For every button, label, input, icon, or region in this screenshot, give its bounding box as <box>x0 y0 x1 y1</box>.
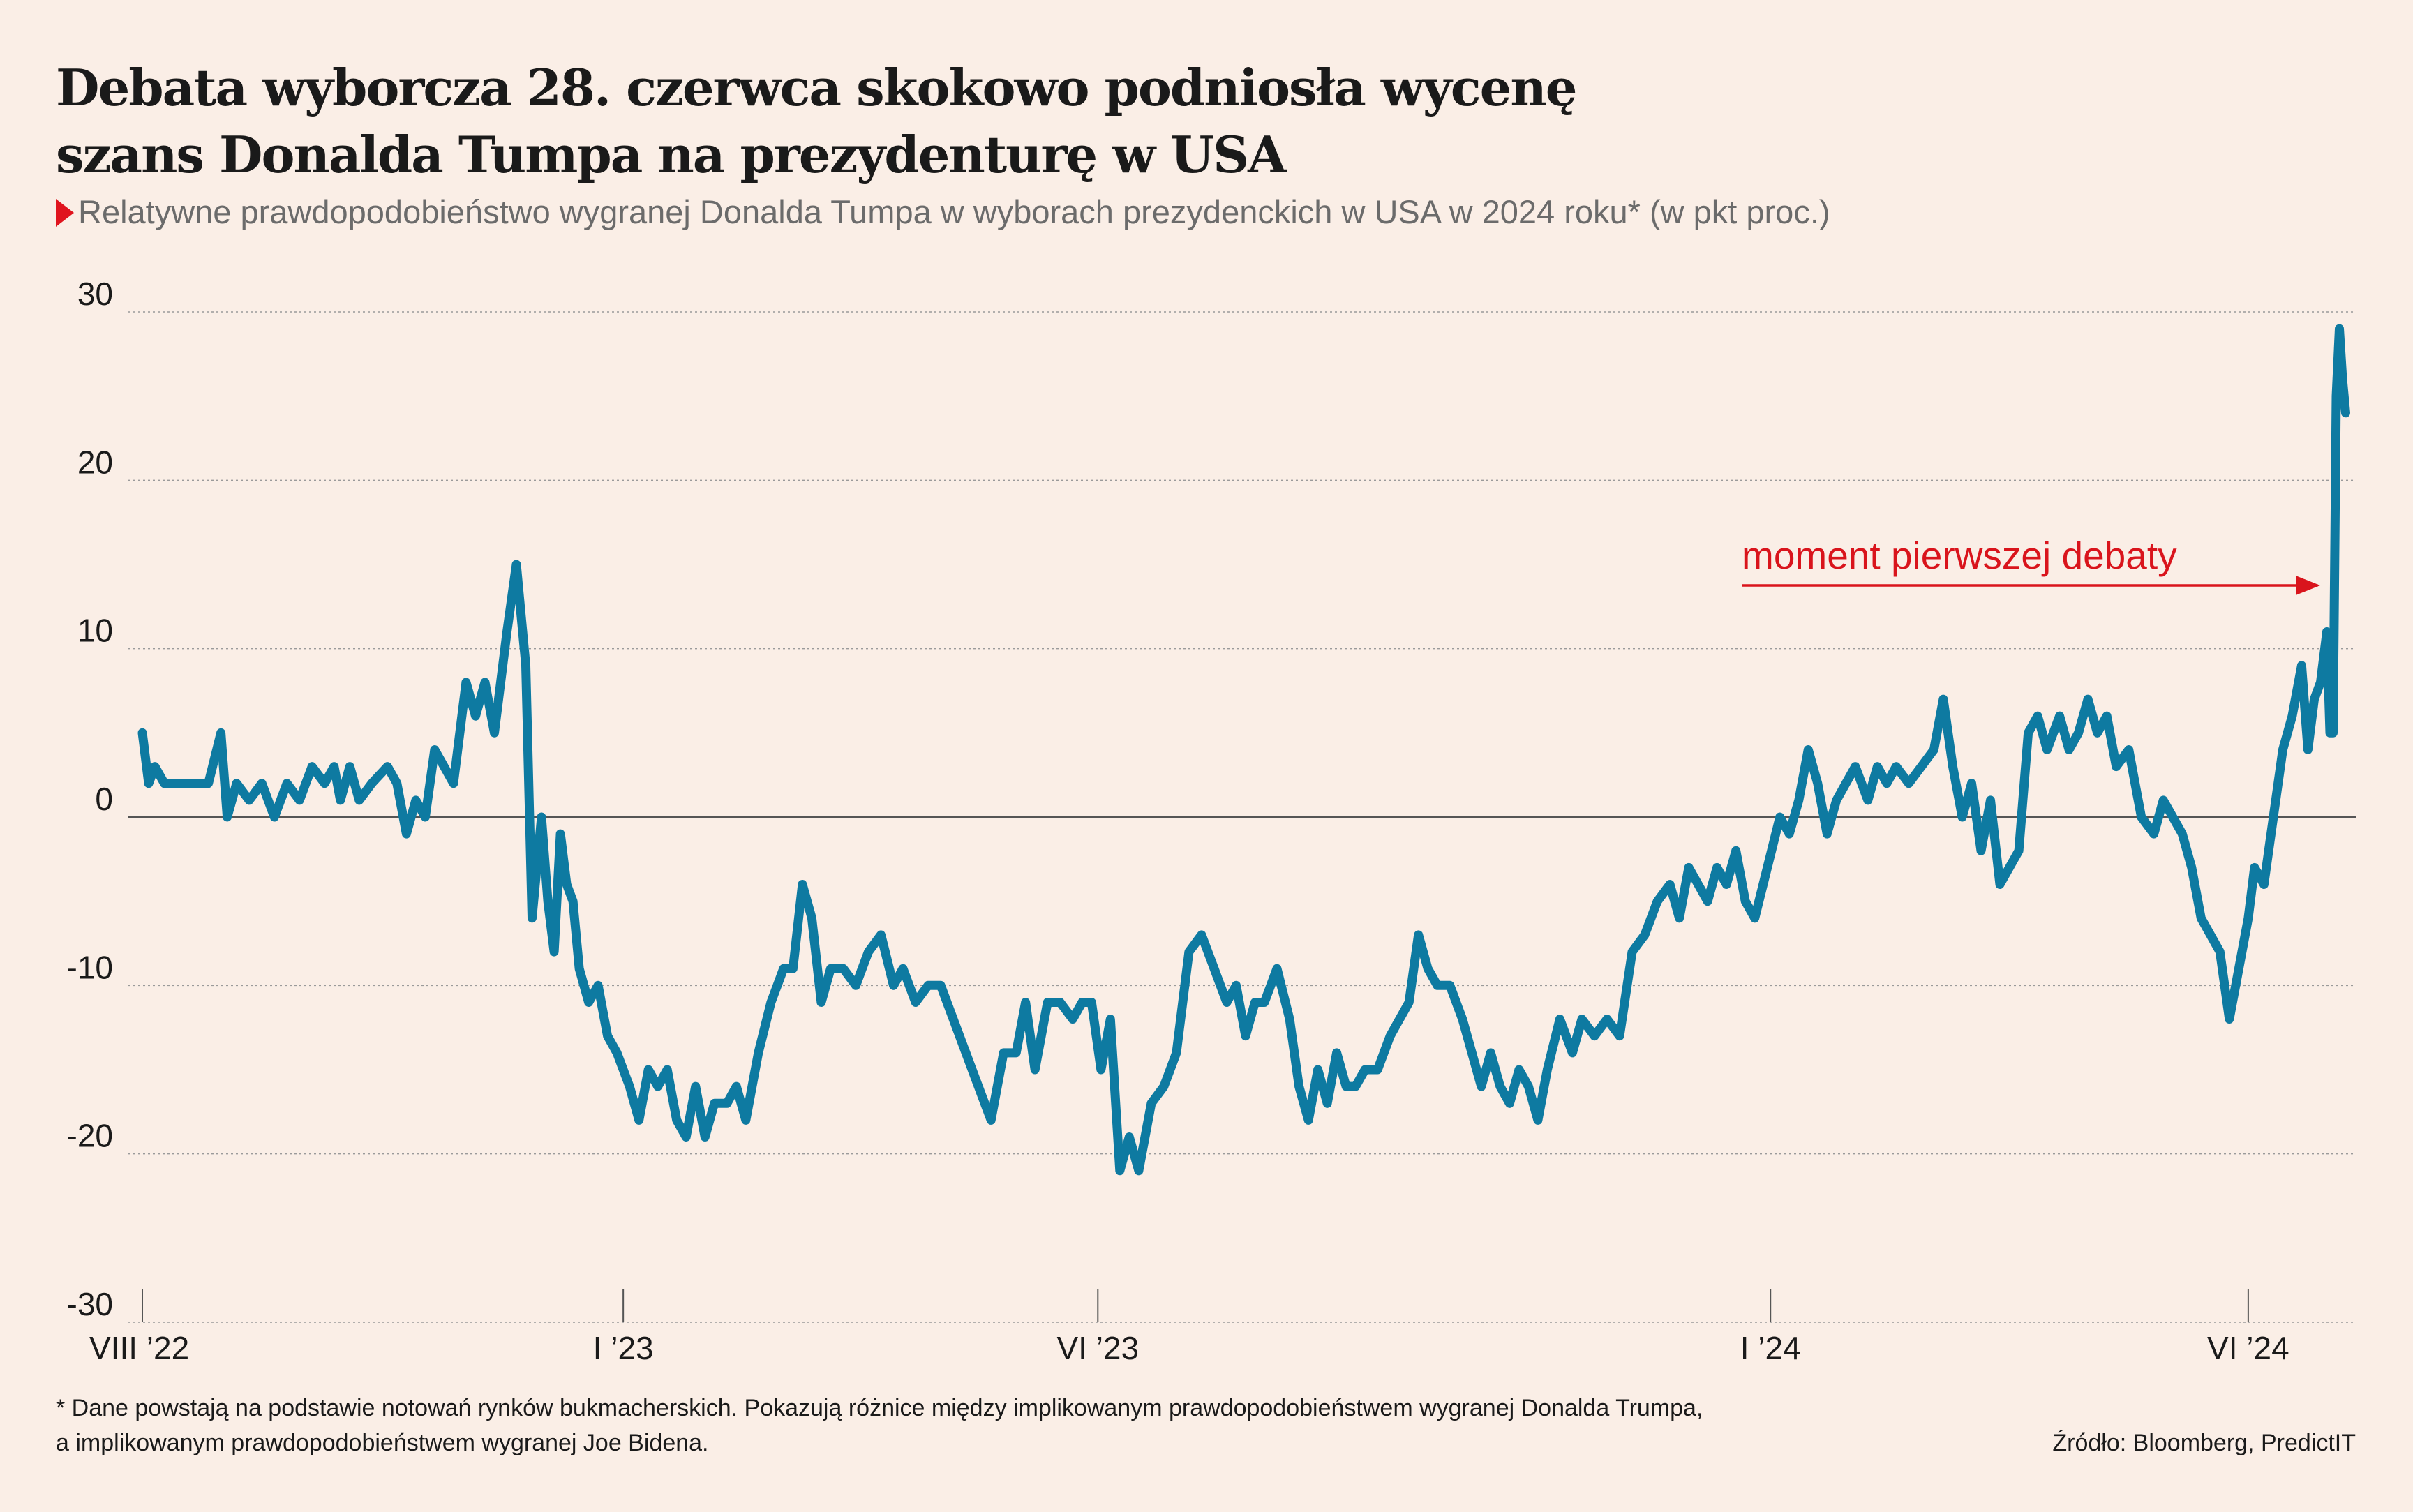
grid-layer <box>128 311 2356 1323</box>
y-tick-label: -10 <box>67 949 113 985</box>
chart-subtitle: Relatywne prawdopodobieństwo wygranej Do… <box>56 193 2359 231</box>
y-tick-label: 20 <box>77 444 113 480</box>
footnote-line1: * Dane powstają na podstawie notowań ryn… <box>56 1395 1703 1421</box>
series-line-0 <box>137 324 2350 1176</box>
chart-subtitle-text: Relatywne prawdopodobieństwo wygranej Do… <box>78 193 1830 230</box>
x-tick-label: I ’23 <box>593 1330 654 1366</box>
y-tick-label: -30 <box>67 1286 113 1322</box>
x-tick-label: I ’24 <box>1740 1330 1801 1366</box>
footnote-line2: a implikowanym prawdopodobieństwem wygra… <box>56 1430 709 1456</box>
source-note: Źródło: Bloomberg, PredictIT <box>2052 1430 2356 1456</box>
chart-title: Debata wyborcza 28. czerwca skokowo podn… <box>56 54 1940 188</box>
chart-title-line2: szans Donalda Tumpa na prezydenturę w US… <box>56 125 1287 184</box>
y-tick-label: 0 <box>95 781 113 817</box>
y-tick-label: -20 <box>67 1118 113 1154</box>
annotation-label: moment pierwszej debaty <box>1742 534 2177 577</box>
x-tick-label: VIII ’22 <box>89 1330 189 1366</box>
y-tick-label: 10 <box>77 613 113 649</box>
line-chart: 30 20 10 0 -10 -20 -30 VIII ’22 I ’23 VI ’23 I ’24… <box>67 276 2356 1366</box>
chart-title-line1: Debata wyborcza 28. czerwca skokowo podn… <box>56 58 1578 117</box>
y-tick-label: 30 <box>77 276 113 312</box>
line-layer <box>137 324 2350 1176</box>
x-tick-label: VI ’23 <box>1056 1330 1139 1366</box>
annotation-layer: moment pierwszej debaty <box>1742 534 2320 595</box>
red-triangle-icon <box>56 199 74 227</box>
footnote: * Dane powstają na podstawie notowań ryn… <box>56 1391 1940 1460</box>
axis-layer: 30 20 10 0 -10 -20 -30 VIII ’22 I ’23 VI ’23 I ’24… <box>67 276 2289 1366</box>
x-tick-label: VI ’24 <box>2207 1330 2289 1366</box>
